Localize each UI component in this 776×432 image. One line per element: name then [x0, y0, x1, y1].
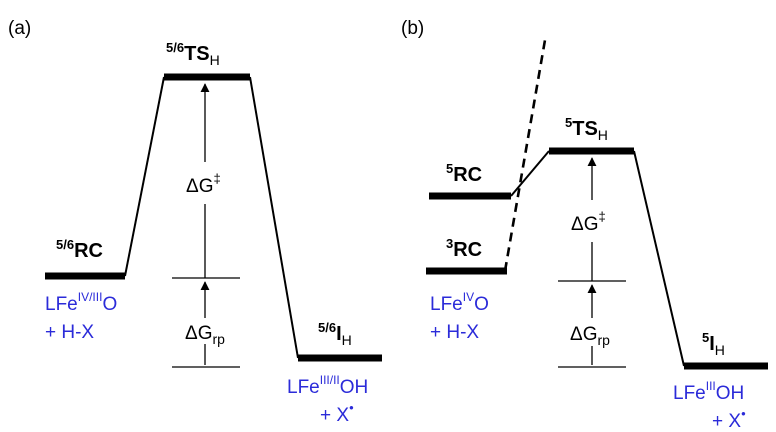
panel-a-product-species: LFeIII/IIOH — [287, 373, 368, 398]
panel-b-product-radical: + X• — [712, 406, 746, 432]
panel-a-int-label: 5/6IH — [318, 320, 352, 348]
panel-b-int-label: 5IH — [702, 330, 725, 358]
panel-b-reaction-energy-label: ΔGrp — [570, 324, 610, 348]
panel-b-reactant-partner: + H-X — [430, 322, 479, 343]
panel-a-dg-label-mask — [180, 162, 230, 204]
panel-b-ts-label: 5TSH — [565, 115, 608, 143]
panel-b-product-species: LFeIIIOH — [673, 379, 744, 404]
panel-a: (a) 5/6RC 5/6TSH 5/6IH ΔG‡ ΔGrp LFeIV/II… — [8, 18, 382, 426]
panel-a-connector-rc-ts — [124, 76, 165, 277]
panel-b-triplet-rc-label: 3RC — [446, 236, 482, 261]
panel-a-ts-label: 5/6TSH — [166, 40, 220, 68]
panel-a-reactant-partner: + H-X — [45, 322, 94, 343]
panel-a-product-radical: + X• — [320, 400, 354, 426]
panel-a-activation-energy-label: ΔG‡ — [186, 171, 221, 197]
panel-b-dg-label-mask — [566, 200, 616, 242]
panel-b-tag: (b) — [401, 18, 424, 39]
panel-a-reactant-species: LFeIV/IIIO — [45, 290, 117, 315]
panel-b-connector-rc-ts — [510, 150, 550, 197]
panel-a-connector-ts-int — [249, 76, 299, 359]
panel-b-triplet-surface-dashed — [503, 39, 547, 272]
panel-a-reaction-energy-label: ΔGrp — [185, 323, 225, 347]
panel-a-tag: (a) — [8, 18, 31, 39]
panel-b: (b) 5RC 3RC 5TSH 5IH ΔG‡ ΔGrp LFeIVO + H… — [401, 18, 768, 432]
panel-b-connector-ts-int — [633, 150, 685, 367]
panel-b-quintet-rc-label: 5RC — [446, 161, 482, 186]
panel-a-rc-label: 5/6RC — [56, 237, 103, 262]
panel-b-activation-energy-label: ΔG‡ — [571, 209, 606, 235]
panel-b-reactant-species: LFeIVO — [430, 290, 489, 315]
